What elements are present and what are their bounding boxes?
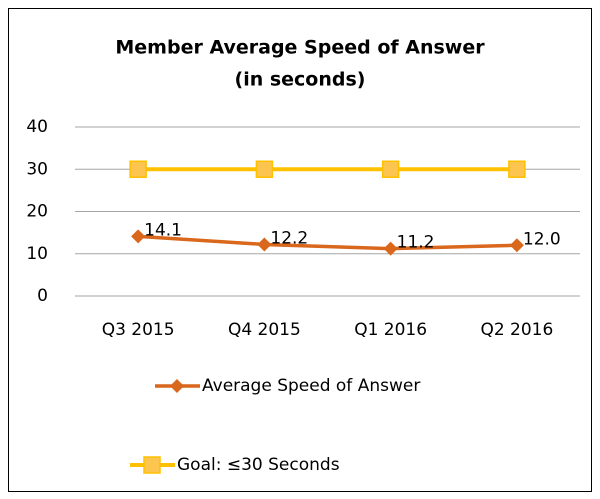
point-marker — [257, 237, 272, 252]
y-tick-label: 20 — [26, 202, 48, 222]
y-tick-label: 10 — [26, 244, 48, 264]
series-line — [138, 234, 517, 251]
data-label: 14.1 — [144, 220, 182, 240]
data-label: 12.0 — [523, 229, 561, 249]
point-marker — [129, 160, 147, 178]
x-tick-label: Q4 2015 — [228, 320, 301, 340]
point-marker — [381, 160, 400, 178]
y-tick-label: 30 — [26, 159, 48, 179]
legend-marker — [143, 456, 161, 474]
point-marker — [509, 238, 524, 253]
point-marker — [131, 229, 146, 244]
y-tick-label: 0 — [37, 286, 48, 306]
legend-label: Average Speed of Answer — [202, 376, 420, 396]
chart-subtitle: (in seconds) — [235, 69, 366, 91]
x-tick-label: Q2 2016 — [480, 320, 553, 340]
chart-title: Member Average Speed of Answer — [115, 37, 485, 59]
x-tick-label: Q1 2016 — [354, 320, 427, 340]
data-label: 11.2 — [397, 233, 435, 253]
y-tick-label: 40 — [26, 117, 48, 137]
chart-frame — [8, 8, 592, 492]
point-marker — [508, 160, 526, 178]
data-label: 12.2 — [270, 228, 308, 248]
point-marker — [255, 160, 274, 178]
legend-label: Goal: ≤30 Seconds — [177, 455, 340, 475]
legend-marker — [170, 379, 184, 393]
point-marker — [383, 241, 398, 256]
x-tick-label: Q3 2015 — [102, 320, 175, 340]
